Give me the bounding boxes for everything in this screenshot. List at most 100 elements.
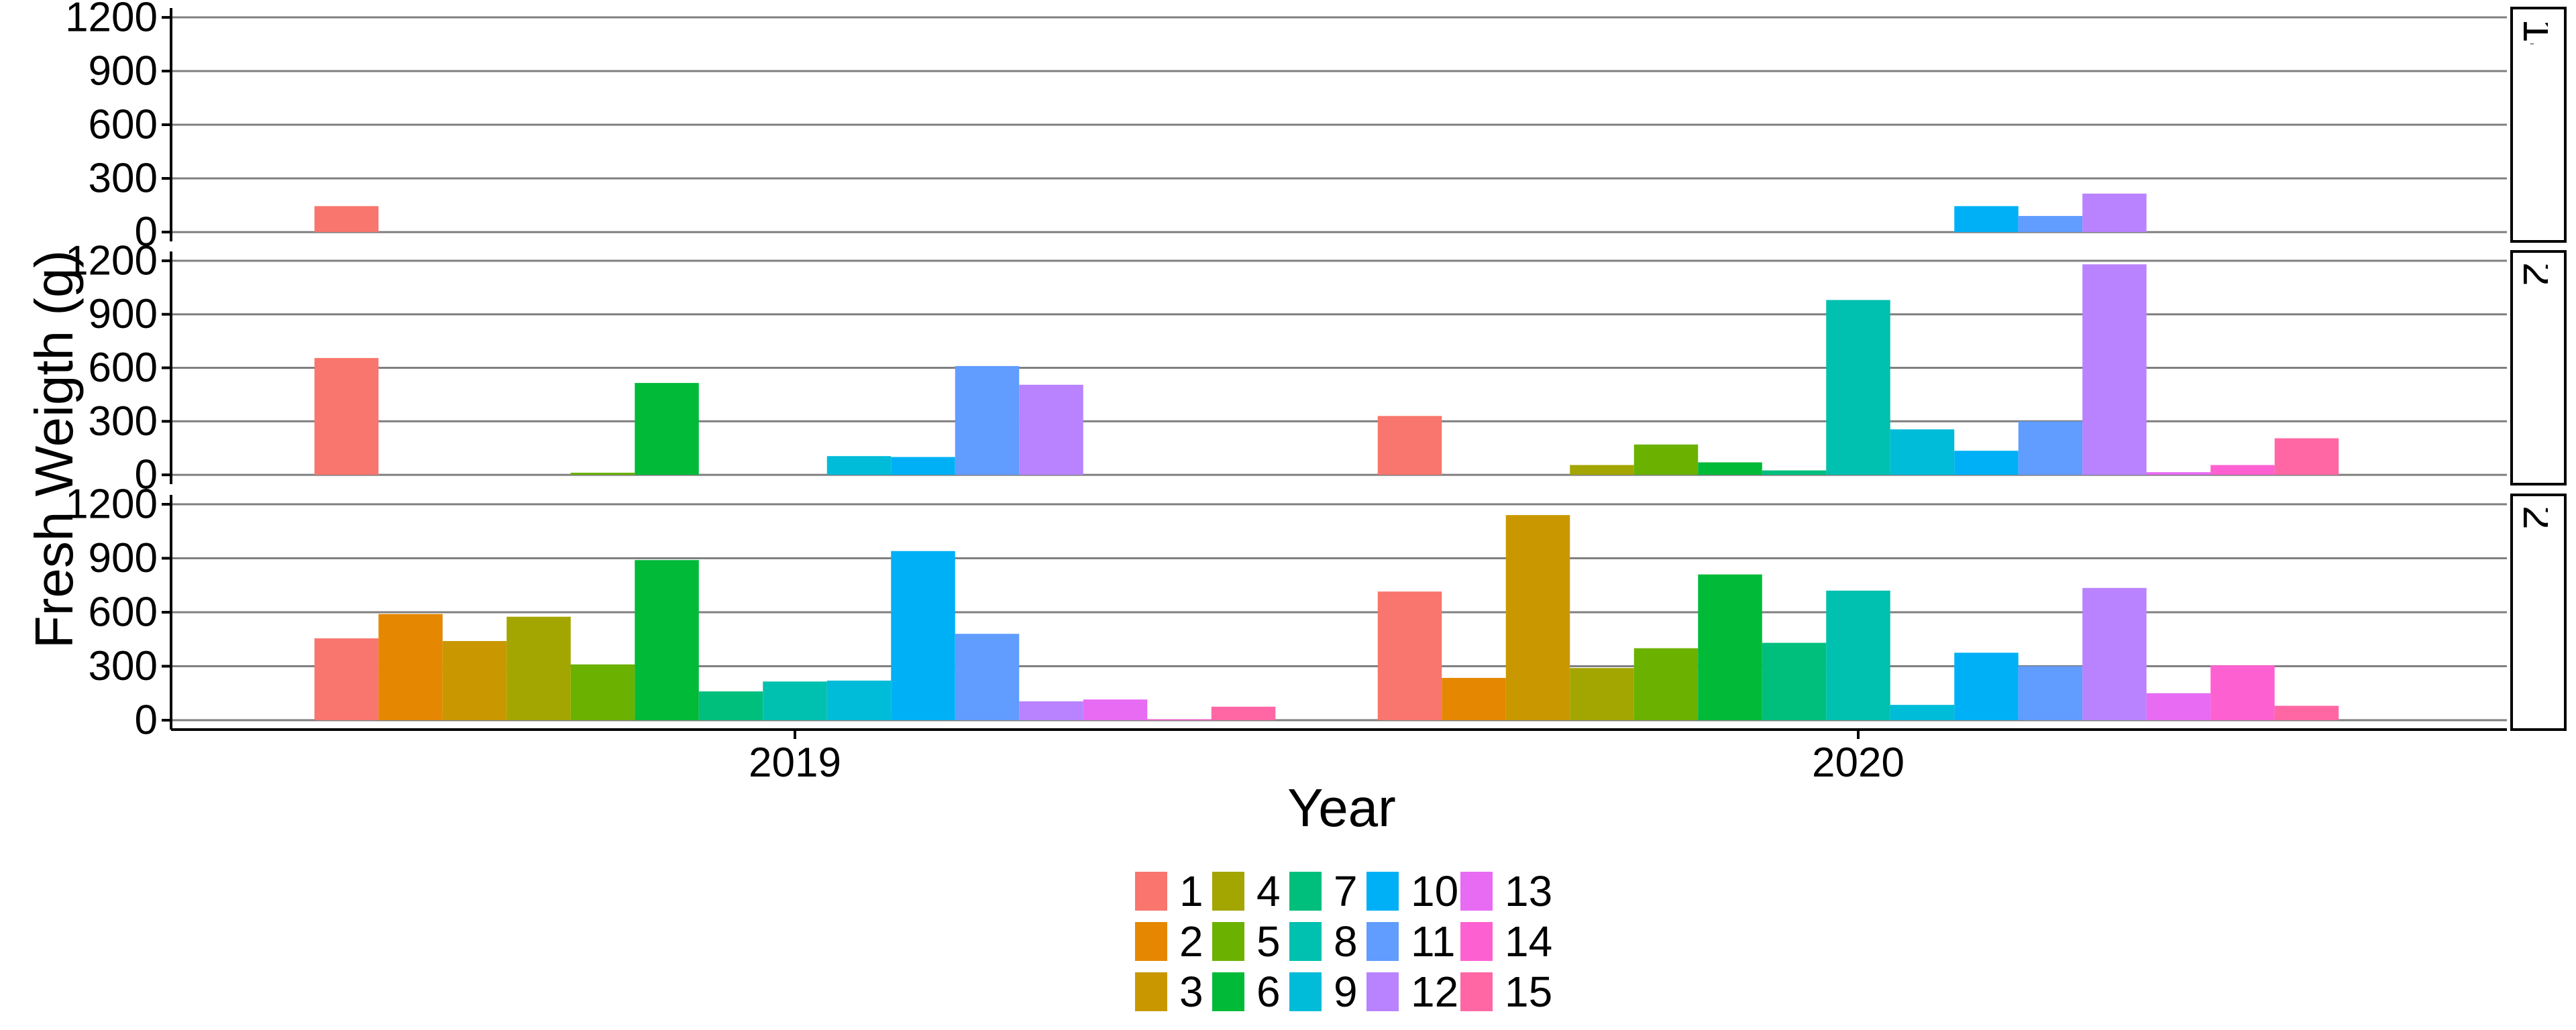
legend-label: 15 xyxy=(1505,968,1552,1016)
legend-key xyxy=(1212,972,1244,1011)
bar-series-8-2019 xyxy=(763,681,827,720)
legend-item-11: 11 xyxy=(1366,917,1455,966)
legend-key xyxy=(1135,872,1167,911)
y-tick-label: 0 xyxy=(135,697,158,744)
bar-series-11-2020 xyxy=(2018,421,2083,475)
bar-series-9-2019 xyxy=(826,680,892,720)
bar-series-13-2020 xyxy=(2146,472,2211,475)
y-tick-label: 0 xyxy=(135,452,158,498)
legend-item-7: 7 xyxy=(1289,867,1358,915)
bar-series-6-2019 xyxy=(635,383,699,475)
bar-series-5-2019 xyxy=(570,472,635,475)
bar-series-2-2019 xyxy=(378,614,443,720)
bar-series-14-2020 xyxy=(2210,465,2275,475)
y-tick-label: 600 xyxy=(89,345,158,391)
legend-item-12: 12 xyxy=(1366,968,1458,1016)
bar-series-10-2020 xyxy=(1954,652,2019,720)
y-tick-label: 300 xyxy=(89,643,158,689)
y-tick-label: 600 xyxy=(89,102,158,148)
bar-series-15-2019 xyxy=(1211,706,1276,720)
y-tick-label: 1200 xyxy=(65,481,158,528)
bar-series-4-2020 xyxy=(1570,465,1634,475)
bar-series-14-2020 xyxy=(2210,665,2275,720)
bar-series-11-2019 xyxy=(955,365,1020,475)
bar-series-1-2020 xyxy=(1377,591,1442,720)
y-tick-label: 1200 xyxy=(65,0,158,40)
panel-1: 0 300 600 900 1200 14 de diciembre xyxy=(65,0,2567,255)
legend-label: 10 xyxy=(1411,867,1458,915)
legend-key xyxy=(1289,922,1322,961)
bar-series-6-2019 xyxy=(635,560,699,720)
bar-series-12-2019 xyxy=(1019,701,1083,720)
legend-item-10: 10 xyxy=(1366,867,1458,915)
legend-label: 13 xyxy=(1505,867,1552,915)
legend-label: 14 xyxy=(1505,917,1552,966)
legend-label: 7 xyxy=(1334,867,1358,915)
y-tick-label: 900 xyxy=(89,291,158,337)
legend-label: 5 xyxy=(1256,917,1281,966)
legend-key xyxy=(1212,872,1244,911)
bar-series-7-2019 xyxy=(698,691,763,720)
bar-series-13-2020 xyxy=(2146,693,2211,720)
facet-strip-label: 28 de diciembre xyxy=(2514,506,2563,811)
legend-item-2: 2 xyxy=(1135,917,1203,966)
y-tick-label: 900 xyxy=(89,48,158,94)
bar-series-8-2020 xyxy=(1826,300,1890,475)
legend-label: 3 xyxy=(1179,968,1203,1016)
bar-series-6-2020 xyxy=(1698,462,1762,475)
bar-series-1-2019 xyxy=(314,206,379,233)
y-tick-label: 600 xyxy=(89,589,158,636)
legend-key xyxy=(1289,872,1322,911)
bar-series-15-2020 xyxy=(2274,438,2339,475)
bar-series-9-2020 xyxy=(1890,429,1955,475)
legend-item-15: 15 xyxy=(1460,968,1552,1016)
legend-key xyxy=(1460,872,1493,911)
legend-key xyxy=(1135,972,1167,1011)
panel-3: 0 300 600 900 1200 28 de diciembre xyxy=(65,481,2567,811)
bar-series-4-2020 xyxy=(1570,668,1634,720)
legend-key xyxy=(1460,922,1493,961)
bar-series-11-2020 xyxy=(2018,216,2083,233)
legend-key xyxy=(1135,922,1167,961)
legend-item-5: 5 xyxy=(1212,917,1281,966)
bar-series-1-2019 xyxy=(314,357,379,475)
bar-series-11-2020 xyxy=(2018,666,2083,720)
bar-series-5-2020 xyxy=(1633,444,1699,475)
bar-series-5-2020 xyxy=(1633,648,1699,720)
legend-item-14: 14 xyxy=(1460,917,1552,966)
y-axis-title: Fresh Weigth (g) xyxy=(24,250,84,648)
bar-series-15-2020 xyxy=(2274,705,2339,720)
bar-series-2-2020 xyxy=(1442,677,1506,720)
legend-item-8: 8 xyxy=(1289,917,1358,966)
bar-series-11-2019 xyxy=(955,634,1020,720)
facet-strip xyxy=(2510,250,2567,485)
legend-label: 2 xyxy=(1179,917,1203,966)
bar-series-10-2019 xyxy=(891,551,955,720)
bar-series-8-2020 xyxy=(1826,590,1890,720)
y-tick-label: 0 xyxy=(135,209,158,255)
legend-label: 6 xyxy=(1256,968,1281,1016)
legend-label: 1 xyxy=(1179,867,1203,915)
bar-series-10-2019 xyxy=(891,457,955,475)
bar-series-14-2019 xyxy=(1147,719,1212,721)
legend-label: 12 xyxy=(1411,968,1458,1016)
facet-strip xyxy=(2510,494,2567,731)
legend-key xyxy=(1366,972,1399,1011)
x-axis-title: Year xyxy=(1287,778,1396,838)
x-tick-label: 2019 xyxy=(749,740,841,786)
bar-series-12-2019 xyxy=(1019,384,1083,475)
bar-series-3-2019 xyxy=(442,640,507,720)
legend-item-13: 13 xyxy=(1460,867,1552,915)
panel-2: 0 300 600 900 1200 21 de diciembre xyxy=(65,237,2567,567)
legend-key xyxy=(1289,972,1322,1011)
bar-series-10-2020 xyxy=(1954,206,2019,233)
legend-item-3: 3 xyxy=(1135,968,1203,1016)
bar-series-7-2020 xyxy=(1762,642,1827,720)
bar-series-9-2020 xyxy=(1890,705,1955,720)
legend-key xyxy=(1212,922,1244,961)
legend-label: 11 xyxy=(1411,917,1455,966)
y-tick-label: 300 xyxy=(89,156,158,202)
facet-strip-label: 21 de diciembre xyxy=(2514,262,2563,567)
